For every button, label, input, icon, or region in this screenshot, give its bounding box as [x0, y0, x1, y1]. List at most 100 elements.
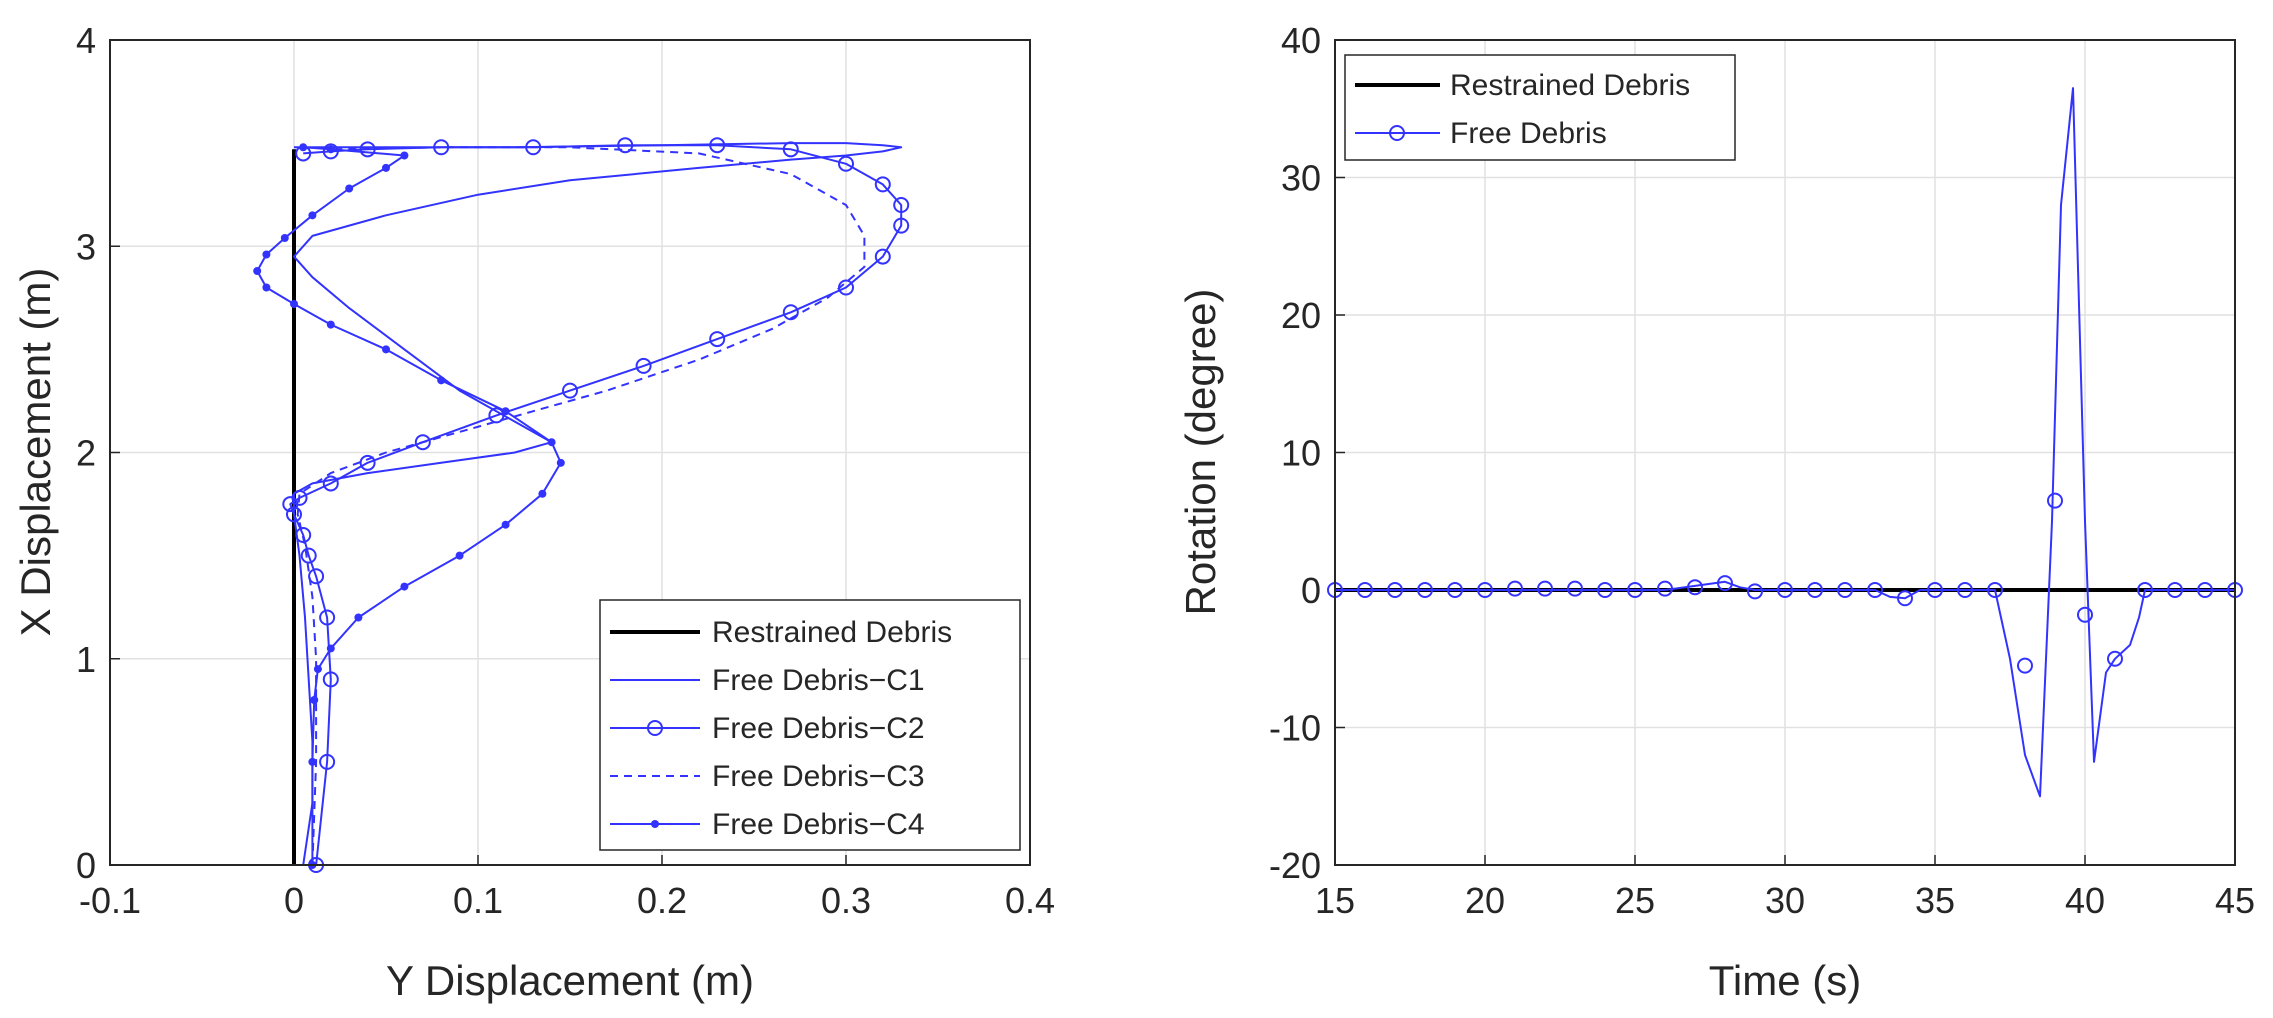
left-series-marker-4	[326, 644, 335, 653]
left-series-marker-4	[345, 184, 354, 193]
left-y-tick-labels: 0 1 2 3 4	[76, 20, 96, 886]
right-y-axis-label: Rotation (degree)	[1177, 289, 1224, 616]
left-plot-frame	[109, 39, 1031, 866]
right-series-marker-1	[1867, 582, 1883, 598]
left-series-marker-2	[709, 331, 726, 348]
right-series-marker-1	[2137, 582, 2153, 598]
right-y-tick-labels: -20 -10 0 10 20 30 40	[1269, 20, 1321, 886]
right-series-marker-1	[2077, 606, 2093, 623]
left-series-marker-4	[299, 143, 308, 152]
left-series-marker-4	[326, 145, 335, 154]
legend-label-restrained: Restrained Debris	[712, 616, 952, 649]
left-series-marker-2	[300, 547, 317, 564]
left-series-marker-2	[709, 137, 726, 154]
left-x-tick-label: 0	[284, 880, 304, 921]
legend-label-c4: Free Debris−C4	[712, 808, 925, 841]
left-x-tick-label: 0.2	[637, 880, 687, 921]
left-series-line-3	[296, 146, 866, 866]
left-series-marker-4	[262, 283, 271, 292]
right-series-marker-1	[1957, 582, 1973, 598]
right-y-tick-label: 20	[1281, 295, 1321, 336]
left-series-marker-4	[547, 438, 556, 447]
legend-label-c1: Free Debris−C1	[712, 664, 925, 697]
right-series-marker-1	[2107, 650, 2123, 667]
right-series-marker-1	[1657, 580, 1673, 597]
left-series-marker-4	[308, 757, 317, 766]
right-series-marker-1	[1447, 582, 1463, 598]
right-x-tick-label: 20	[1465, 880, 1505, 921]
right-series-marker-1	[1417, 582, 1433, 598]
left-series-marker-2	[322, 671, 339, 688]
left-series-group	[253, 137, 910, 873]
left-series-marker-2	[286, 506, 302, 523]
left-series-marker-2	[322, 143, 339, 160]
right-series-marker-1	[1357, 582, 1373, 598]
right-series-marker-1	[1807, 582, 1823, 598]
left-series-marker-4	[501, 407, 510, 416]
left-series-marker-4	[354, 613, 363, 622]
left-y-tick-label: 4	[76, 20, 96, 61]
right-x-tick-label: 30	[1765, 880, 1805, 921]
left-series-marker-2	[617, 137, 634, 154]
left-series-marker-4	[262, 250, 271, 259]
left-y-tick-label: 1	[76, 639, 96, 680]
right-series-marker-1	[1837, 582, 1853, 598]
right-x-tick-label: 45	[2215, 880, 2255, 921]
left-x-tick-label: 0.1	[453, 880, 503, 921]
legend-marker-c4	[651, 820, 659, 828]
right-y-tick-label: -20	[1269, 845, 1321, 886]
right-x-tick-label: 40	[2065, 880, 2105, 921]
left-legend: Restrained Debris Free Debris−C1 Free De…	[599, 599, 1021, 851]
right-series-marker-1	[1477, 582, 1493, 598]
right-y-tick-label: 40	[1281, 20, 1321, 61]
right-series-marker-1	[1597, 582, 1613, 598]
right-y-tick-label: 30	[1281, 158, 1321, 199]
left-series-marker-4	[382, 345, 390, 354]
left-series-marker-4	[382, 163, 390, 172]
left-series-marker-2	[874, 248, 891, 265]
left-series-marker-2	[635, 357, 652, 374]
right-x-tick-label: 15	[1315, 880, 1355, 921]
right-legend-box	[1344, 54, 1736, 161]
left-x-tick-label: 0.4	[1005, 880, 1055, 921]
right-series-marker-1	[1897, 590, 1913, 607]
legend-label-free-right: Free Debris	[1450, 117, 1607, 150]
left-x-axis-label: Y Displacement (m)	[386, 957, 754, 1004]
left-x-tick-label: 0.3	[821, 880, 871, 921]
left-y-tick-label: 2	[76, 433, 96, 474]
left-x-tick-label: -0.1	[79, 880, 141, 921]
left-series-marker-2	[838, 155, 854, 172]
left-series-marker-2	[874, 176, 891, 193]
left-series-marker-2	[562, 382, 578, 399]
legend-label-c3: Free Debris−C3	[712, 760, 925, 793]
legend-marker-c2	[647, 720, 663, 736]
left-series-marker-2	[308, 568, 325, 585]
left-y-tick-label: 0	[76, 845, 96, 886]
left-series-marker-2	[359, 141, 376, 158]
right-series-marker-1	[1567, 580, 1583, 597]
right-series-marker-1	[2167, 582, 2183, 598]
right-y-tick-label: 0	[1301, 570, 1321, 611]
left-series-marker-2	[319, 609, 336, 626]
left-series-marker-2	[319, 753, 336, 770]
left-series-marker-2	[322, 475, 339, 492]
left-series-marker-4	[313, 665, 322, 674]
right-series-line-1	[1335, 87, 2235, 798]
right-series-marker-1	[1717, 575, 1733, 592]
right-plot-frame	[1334, 39, 2236, 866]
left-series-marker-4	[310, 696, 319, 704]
left-series-marker-4	[501, 520, 510, 529]
right-series-marker-1	[1747, 583, 1763, 600]
right-x-tick-label: 35	[1915, 880, 1955, 921]
left-series-line-2	[289, 144, 903, 866]
left-series-marker-4	[290, 300, 298, 308]
left-series-marker-4	[280, 234, 289, 242]
right-y-tick-label: 10	[1281, 433, 1321, 474]
left-x-tick-labels: -0.1 0 0.1 0.2 0.3 0.4	[79, 880, 1055, 921]
left-series-marker-4	[556, 458, 565, 467]
right-series-marker-1	[1777, 582, 1793, 598]
left-series-marker-4	[455, 551, 464, 560]
